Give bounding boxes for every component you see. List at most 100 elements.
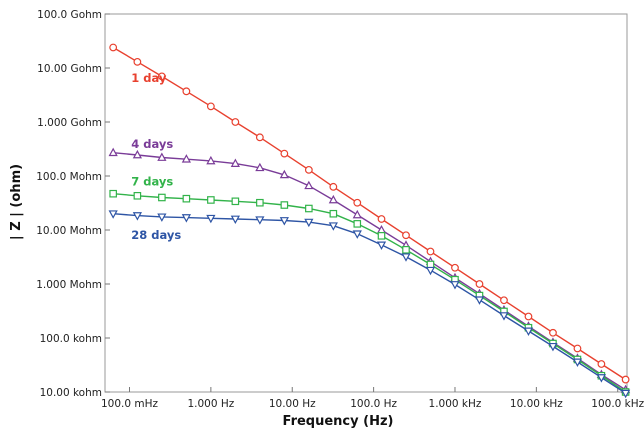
data-point <box>499 312 509 321</box>
series-2 <box>109 189 630 396</box>
data-point <box>182 194 191 203</box>
series-line <box>113 152 626 391</box>
y-tick-label: 10.00 Gohm <box>37 63 102 75</box>
x-axis-title: Frequency (Hz) <box>283 414 394 429</box>
data-point <box>230 215 240 225</box>
data-point <box>206 155 216 165</box>
data-point <box>402 245 410 254</box>
data-point <box>475 280 484 288</box>
y-tick-label: 100.0 Gohm <box>37 9 102 21</box>
data-point <box>231 118 240 126</box>
series-label: 7 days <box>131 175 173 189</box>
data-point <box>279 169 289 179</box>
data-point <box>304 165 313 174</box>
data-point <box>523 327 534 337</box>
data-point <box>255 133 264 142</box>
data-point <box>231 197 240 206</box>
x-tick-label: 100.0 mHz <box>101 398 159 410</box>
data-point <box>353 198 362 207</box>
series-label: 4 days <box>131 137 173 151</box>
data-point <box>329 209 338 218</box>
data-point <box>109 43 118 52</box>
data-point <box>256 198 264 207</box>
data-point <box>255 216 265 225</box>
data-point <box>596 374 607 383</box>
data-point <box>450 281 460 290</box>
data-point <box>573 344 582 353</box>
series-labels: 1 day 4 days 7 days 28 days <box>131 71 181 242</box>
data-point <box>280 201 289 209</box>
y-tick-label: 1.000 Mohm <box>36 279 102 291</box>
data-point <box>376 241 387 250</box>
x-tick-label: 1.000 kHz <box>429 398 482 410</box>
y-tick-label: 10.00 kohm <box>40 387 102 399</box>
data-point <box>451 263 459 272</box>
plot-frame <box>104 13 628 393</box>
data-point <box>133 57 142 66</box>
data-point <box>572 358 583 368</box>
data-point <box>181 214 191 223</box>
series-1 <box>108 147 631 394</box>
data-point <box>426 260 435 269</box>
data-point <box>304 180 314 190</box>
series-line <box>113 193 626 393</box>
data-point <box>158 193 166 202</box>
x-axis: 100.0 mHz 1.000 Hz 10.00 Hz 100.0 Hz 1.000 k… <box>101 387 644 410</box>
data-point <box>109 189 117 198</box>
data-point <box>280 149 289 158</box>
data-point <box>206 214 216 224</box>
y-tick-label: 100.0 kohm <box>40 333 102 345</box>
data-point <box>181 154 191 163</box>
data-point <box>353 220 362 228</box>
data-point <box>108 147 118 157</box>
series-0 <box>109 43 630 384</box>
y-tick-label: 10.00 Mohm <box>36 225 102 237</box>
data-point <box>524 312 533 321</box>
data-point <box>328 194 338 204</box>
data-point <box>621 375 630 384</box>
data-point <box>426 247 435 256</box>
y-tick-label: 100.0 Mohm <box>36 171 102 183</box>
data-point <box>474 296 485 305</box>
data-point <box>621 389 631 399</box>
series-label: 1 day <box>131 71 167 85</box>
series-layer <box>108 43 631 399</box>
data-point <box>157 72 166 81</box>
series-label: 28 days <box>131 228 181 242</box>
x-tick-label: 1.000 Hz <box>187 398 234 410</box>
x-tick-label: 100.0 kHz <box>591 398 644 410</box>
data-point <box>304 218 314 228</box>
data-point <box>352 209 362 219</box>
data-point <box>157 152 167 161</box>
y-axis: 10.00 kohm 100.0 kohm 1.000 Mohm 10.00 Mohm… <box>36 9 110 399</box>
data-point <box>549 328 557 337</box>
data-point <box>207 196 215 204</box>
data-point <box>255 162 265 172</box>
data-point <box>402 231 410 240</box>
data-point <box>157 213 167 222</box>
series-line <box>112 46 626 381</box>
data-point <box>206 102 215 111</box>
data-point <box>352 230 362 239</box>
data-point <box>425 266 436 276</box>
data-point <box>108 210 118 219</box>
x-tick-label: 10.00 Hz <box>269 398 316 410</box>
data-point <box>401 253 411 262</box>
data-point <box>548 342 558 352</box>
data-point <box>132 212 142 221</box>
series-3 <box>108 210 631 399</box>
y-tick-label: 1.000 Gohm <box>37 117 102 129</box>
series-line <box>113 213 626 394</box>
data-point <box>279 217 289 226</box>
y-axis-title: | Z | (ohm) <box>9 164 24 240</box>
data-point <box>305 204 313 213</box>
data-point <box>500 296 508 305</box>
data-point <box>376 224 387 234</box>
x-tick-label: 10.00 kHz <box>510 398 563 410</box>
data-point <box>328 222 338 231</box>
data-point <box>377 215 386 223</box>
data-point <box>329 182 338 191</box>
data-point <box>377 232 386 240</box>
data-point <box>132 149 142 159</box>
